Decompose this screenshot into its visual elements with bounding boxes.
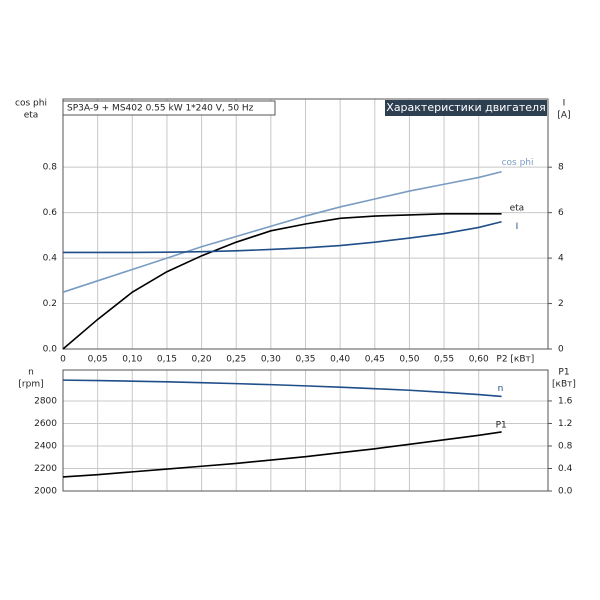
- x-tick-label: 0,55: [434, 355, 454, 365]
- header-box: [62, 100, 276, 116]
- y2-tick-label: 6: [558, 208, 564, 218]
- y-tick-label: 2000: [34, 487, 57, 497]
- y-tick-label: 2400: [34, 441, 57, 451]
- y2-tick-label: 1.6: [558, 396, 573, 406]
- y2-tick-label: 0.0: [558, 487, 573, 497]
- y2-axis-label: P1: [558, 368, 569, 378]
- series-label: cos phi: [502, 158, 534, 168]
- series-line: [62, 170, 502, 293]
- x-tick-label: 0,05: [88, 355, 108, 365]
- series-line: [62, 212, 502, 350]
- y2-axis-label: [A]: [557, 111, 570, 121]
- y-tick-label: 0.4: [43, 254, 58, 264]
- banner-box: [385, 100, 547, 116]
- banner-text: Характеристики двигателя: [386, 101, 545, 114]
- y2-tick-label: 4: [558, 254, 564, 264]
- y2-tick-label: 1.2: [558, 419, 572, 429]
- y-tick-label: 0.2: [43, 299, 57, 309]
- series-label: eta: [510, 203, 525, 213]
- x-tick-label: 0,60: [469, 355, 489, 365]
- series-label: P1: [496, 420, 507, 430]
- y-tick-label: 2800: [34, 396, 57, 406]
- x-tick-label: 0,45: [365, 355, 385, 365]
- x-tick-label: 0,35: [295, 355, 315, 365]
- x-tick-label: 0,20: [192, 355, 212, 365]
- y2-tick-label: 8: [558, 163, 564, 173]
- series-line: [63, 220, 502, 254]
- y-axis-label: [rpm]: [18, 380, 43, 390]
- y2-tick-label: 0.4: [558, 464, 573, 474]
- y2-axis-label: I: [563, 99, 566, 109]
- x-tick-label: 0: [60, 355, 66, 365]
- y-tick-label: 2200: [34, 464, 57, 474]
- y-tick-label: 0.0: [43, 345, 58, 355]
- y-axis-label: cos phi: [15, 99, 47, 109]
- series-line: [62, 431, 502, 478]
- y-tick-label: 0.8: [43, 163, 58, 173]
- series-line: [62, 379, 502, 398]
- series-label: n: [498, 384, 504, 394]
- y2-tick-label: 2: [558, 299, 564, 309]
- y2-tick-label: 0.8: [558, 441, 573, 451]
- y2-axis-label: [кВт]: [552, 380, 576, 390]
- y-tick-label: 2600: [34, 419, 57, 429]
- y-tick-label: 0.6: [43, 208, 58, 218]
- chart-title: SP3A-9 + MS402 0.55 kW 1*240 V, 50 Hz: [67, 104, 254, 114]
- plot-frame: [62, 98, 549, 350]
- y-axis-label: n: [28, 368, 34, 378]
- y2-tick-label: 0: [558, 345, 564, 355]
- x-tick-label: 0,25: [226, 355, 246, 365]
- x-tick-label: 0,30: [261, 355, 281, 365]
- y-axis-label: eta: [24, 111, 39, 121]
- x-tick-label: 0,40: [330, 355, 350, 365]
- series-label: I: [516, 222, 519, 232]
- x-axis-label: P2 [кВт]: [496, 355, 534, 365]
- x-tick-label: 0,10: [122, 355, 142, 365]
- x-tick-label: 0,50: [399, 355, 419, 365]
- plot-frame: [62, 369, 549, 492]
- x-tick-label: 0,15: [157, 355, 177, 365]
